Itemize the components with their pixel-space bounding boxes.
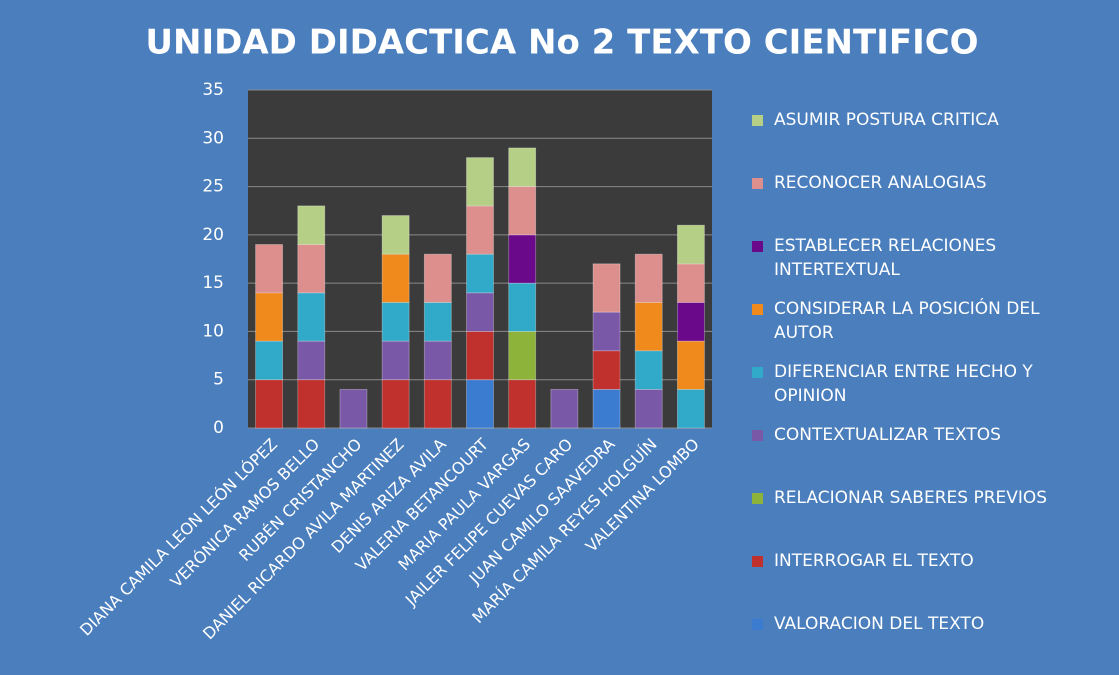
y-tick-label: 30 xyxy=(202,128,224,148)
legend-label: ASUMIR POSTURA CRITICA xyxy=(774,110,999,130)
bar-segment xyxy=(634,388,663,429)
bar-segment xyxy=(339,388,368,429)
bar-segment xyxy=(297,292,326,342)
y-tick-label: 5 xyxy=(213,370,224,390)
bar-segment xyxy=(423,302,452,342)
bar-segment xyxy=(466,205,494,255)
bar-segment xyxy=(255,340,283,381)
y-tick-label: 10 xyxy=(202,321,224,341)
legend-swatch xyxy=(752,304,763,315)
legend-label: DIFERENCIAR ENTRE HECHO Y OPINION xyxy=(774,362,1033,406)
bar-segment xyxy=(381,253,410,303)
bar-segment xyxy=(677,224,705,265)
bar-segment xyxy=(508,234,537,284)
bar-segment xyxy=(592,311,621,352)
bar-segment xyxy=(466,379,494,429)
bar-segment xyxy=(592,350,621,390)
bar-segment xyxy=(508,147,537,187)
legend-swatch xyxy=(752,619,763,630)
bar-segment xyxy=(381,215,410,255)
y-tick-label: 25 xyxy=(202,177,224,197)
bar-segment xyxy=(381,340,410,381)
legend-item: CONSIDERAR LA POSICIÓN DEL AUTOR xyxy=(752,297,1097,345)
bar-segment xyxy=(677,388,705,429)
chart-title: UNIDAD DIDACTICA No 2 TEXTO CIENTIFICO xyxy=(145,23,978,63)
legend-label: ESTABLECER RELACIONES INTERTEXTUAL xyxy=(774,236,997,280)
legend-label: INTERROGAR EL TEXTO xyxy=(774,551,974,571)
y-tick-label: 0 xyxy=(213,418,224,438)
legend-label: CONSIDERAR LA POSICIÓN DEL AUTOR xyxy=(774,299,1040,343)
legend-swatch xyxy=(752,430,763,441)
legend-swatch xyxy=(752,367,763,378)
legend-label: CONTEXTUALIZAR TEXTOS xyxy=(774,425,1001,445)
legend-item: ASUMIR POSTURA CRITICA xyxy=(752,108,1097,132)
bar-segment xyxy=(255,244,283,294)
bar-segment xyxy=(466,157,494,207)
bar-segment xyxy=(466,253,494,294)
bar-segment xyxy=(297,205,326,245)
bar-segment xyxy=(592,263,621,313)
legend-label: RECONOCER ANALOGIAS xyxy=(774,173,987,193)
bar-segment xyxy=(423,379,452,429)
legend-item: RECONOCER ANALOGIAS xyxy=(752,171,1097,195)
bar-segment xyxy=(508,186,537,236)
legend-swatch xyxy=(752,115,763,126)
y-tick-label: 35 xyxy=(202,80,224,100)
y-tick-label: 15 xyxy=(202,273,224,293)
bar-segment xyxy=(466,331,494,381)
legend-label: RELACIONAR SABERES PREVIOS xyxy=(774,488,1048,508)
legend-item: CONTEXTUALIZAR TEXTOS xyxy=(752,423,1097,447)
bar-segment xyxy=(423,253,452,303)
legend-item: VALORACION DEL TEXTO xyxy=(752,612,1097,636)
bar-segment xyxy=(297,244,326,294)
legend-item: RELACIONAR SABERES PREVIOS xyxy=(752,486,1097,510)
bar-segment xyxy=(255,292,283,342)
bar-segment xyxy=(381,379,410,429)
bar-segment xyxy=(508,379,537,429)
bar-segment xyxy=(634,253,663,303)
bar-segment xyxy=(592,388,621,429)
bar-segment xyxy=(297,340,326,381)
bar-segment xyxy=(677,263,705,303)
y-tick-label: 20 xyxy=(202,225,224,245)
bar-segment xyxy=(508,331,537,381)
bar-segment xyxy=(677,340,705,390)
legend-item: ESTABLECER RELACIONES INTERTEXTUAL xyxy=(752,234,1097,282)
legend-item: DIFERENCIAR ENTRE HECHO Y OPINION xyxy=(752,360,1097,408)
bar-segment xyxy=(677,302,705,342)
legend-swatch xyxy=(752,556,763,567)
bar-segment xyxy=(634,350,663,390)
legend-label: VALORACION DEL TEXTO xyxy=(774,614,985,634)
bar-segment xyxy=(255,379,283,429)
legend-swatch xyxy=(752,241,763,252)
bar-segment xyxy=(508,282,537,332)
bar-segment xyxy=(466,292,494,332)
bar-segment xyxy=(423,340,452,381)
bar-segment xyxy=(297,379,326,429)
bar-segment xyxy=(381,302,410,342)
bar-segment xyxy=(634,302,663,352)
legend-swatch xyxy=(752,493,763,504)
legend-item: INTERROGAR EL TEXTO xyxy=(752,549,1097,573)
legend-swatch xyxy=(752,178,763,189)
bar-segment xyxy=(550,388,579,429)
